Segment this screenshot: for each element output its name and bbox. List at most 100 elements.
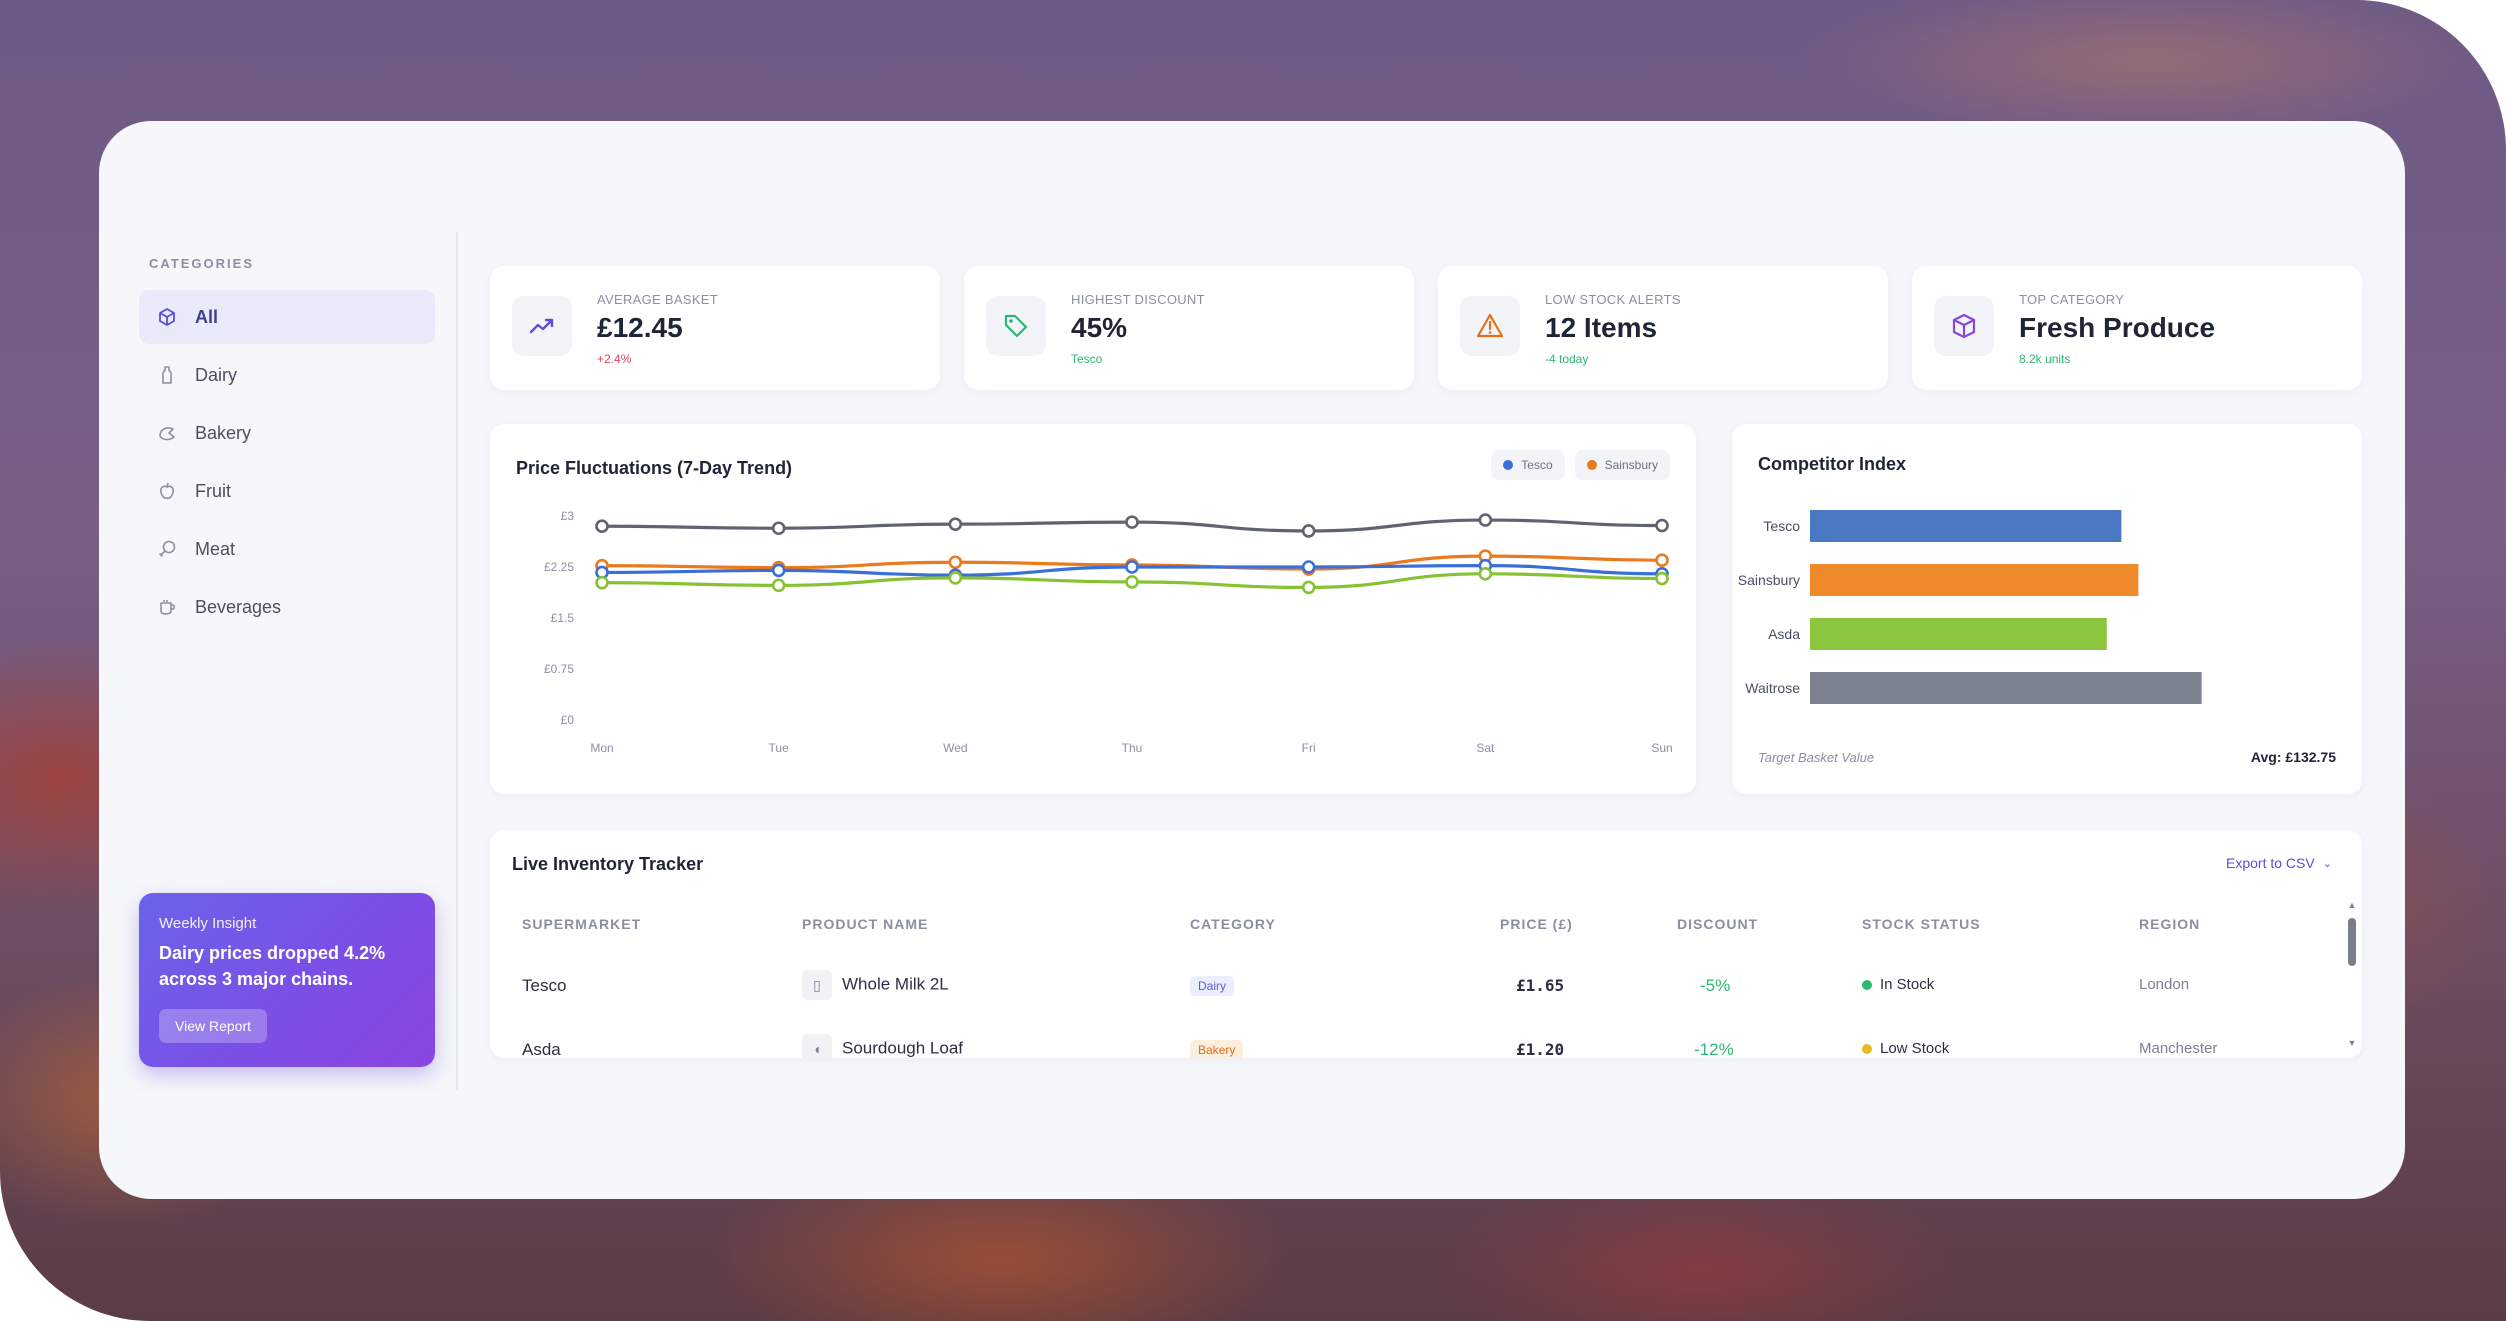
categories-title: CATEGORIES [149, 256, 254, 271]
data-point[interactable] [1301, 580, 1316, 595]
scroll-thumb[interactable] [2348, 918, 2356, 966]
insight-message: Dairy prices dropped 4.2% across 3 major… [159, 943, 386, 989]
data-point[interactable] [771, 521, 786, 536]
sidebar-item-label: All [195, 306, 219, 327]
cell-price: £1.20 [1516, 1040, 1565, 1058]
kpi-label: LOW STOCK ALERTS [1545, 292, 1681, 307]
column-header-stock-status[interactable]: STOCK STATUS [1862, 916, 1981, 932]
data-point[interactable] [1125, 560, 1139, 574]
trend-up-icon [512, 296, 572, 356]
competitor-footer-label: Target Basket Value [1758, 750, 1875, 765]
competitor-average: Avg: £132.75 [2250, 749, 2336, 765]
x-tick-label: Sat [1476, 741, 1495, 755]
sidebar-item-beverages[interactable]: Beverages [139, 580, 435, 634]
sidebar-item-label: Dairy [195, 364, 238, 385]
milk-bottle-icon [155, 363, 179, 387]
scroll-up-arrow[interactable]: ▲ [2347, 900, 2357, 910]
competitor-title: Competitor Index [1758, 454, 1907, 474]
price-chart-card: Price Fluctuations (7-Day Trend) Tesco S… [490, 424, 1696, 794]
competitor-bar[interactable] [1810, 510, 2122, 542]
status-dot [1862, 1044, 1872, 1055]
column-header-discount[interactable]: DISCOUNT [1677, 916, 1759, 932]
data-point[interactable] [595, 519, 609, 533]
box-icon [1934, 296, 1994, 356]
data-point[interactable] [1655, 571, 1669, 586]
x-tick-label: Fri [1302, 741, 1316, 755]
status-label: Low Stock [1880, 1040, 1950, 1057]
cell-product-name: Sourdough Loaf [842, 1038, 963, 1058]
cup-icon [155, 595, 179, 619]
cell-product: ▯ Whole Milk 2L [802, 970, 949, 1000]
cell-product: ◖ Sourdough Loaf [802, 1034, 963, 1058]
y-tick-label: £0 [561, 713, 575, 727]
kpi-value: Fresh Produce [2019, 312, 2216, 343]
column-header-product[interactable]: PRODUCT NAME [802, 916, 929, 932]
tag-icon [986, 296, 1046, 356]
kpi-sub: -4 today [1545, 352, 1589, 366]
column-header-supermarket[interactable]: SUPERMARKET [522, 916, 642, 932]
data-point[interactable] [595, 575, 609, 590]
data-point[interactable] [1301, 560, 1316, 574]
croissant-icon: ◖ [802, 1034, 832, 1058]
kpi-card-top-category: TOP CATEGORY Fresh Produce 8.2k units [1912, 266, 2362, 390]
cell-region: London [2139, 976, 2190, 993]
x-tick-label: Mon [590, 741, 613, 755]
sidebar-item-meat[interactable]: Meat [139, 522, 435, 576]
column-header-region[interactable]: REGION [2139, 916, 2201, 932]
milk-bottle-icon: ▯ [802, 970, 832, 1000]
export-csv-label: Export to CSV [2226, 855, 2315, 871]
cell-product-name: Whole Milk 2L [842, 974, 949, 994]
data-point[interactable] [1125, 515, 1139, 529]
warning-icon [1460, 296, 1520, 356]
sidebar-item-dairy[interactable]: Dairy [139, 348, 435, 402]
cell-status: In Stock [1862, 976, 1934, 993]
competitor-bar-label: Waitrose [1745, 680, 1800, 696]
data-point[interactable] [1478, 567, 1493, 581]
kpi-value: £12.45 [597, 312, 683, 343]
export-csv-button[interactable]: Export to CSV ⌄ [2226, 855, 2332, 871]
sidebar-item-label: Meat [195, 538, 236, 559]
data-point[interactable] [948, 571, 963, 585]
kpi-value: 12 Items [1545, 312, 1658, 343]
column-header-category[interactable]: CATEGORY [1190, 916, 1276, 932]
price-chart-title: Price Fluctuations (7-Day Trend) [516, 458, 793, 478]
data-point[interactable] [1655, 518, 1669, 533]
scroll-down-arrow[interactable]: ▼ [2347, 1038, 2357, 1048]
data-point[interactable] [1478, 513, 1493, 527]
y-tick-label: £3 [561, 509, 575, 523]
sidebar-item-all[interactable]: All [139, 290, 435, 344]
cell-supermarket: Asda [522, 1040, 561, 1058]
column-header-price[interactable]: PRICE (£) [1500, 916, 1573, 932]
data-point[interactable] [771, 578, 786, 593]
sidebar-item-label: Fruit [195, 480, 231, 501]
sidebar-item-fruit[interactable]: Fruit [139, 464, 435, 518]
status-label: In Stock [1880, 976, 1935, 993]
competitor-bar[interactable] [1810, 672, 2202, 704]
legend-tesco[interactable]: Tesco [1491, 450, 1565, 480]
x-tick-label: Wed [943, 741, 967, 755]
competitor-bar-chart [1810, 510, 2202, 704]
competitor-bar-label: Asda [1768, 626, 1800, 642]
kpi-value: 45% [1071, 312, 1128, 343]
legend-sainsbury[interactable]: Sainsbury [1574, 450, 1670, 480]
competitor-bar[interactable] [1810, 618, 2107, 650]
data-point[interactable] [948, 555, 963, 570]
kpi-label: TOP CATEGORY [2019, 292, 2125, 307]
kpi-card-average-basket: AVERAGE BASKET £12.45 +2.4% [490, 266, 940, 390]
sidebar-item-bakery[interactable]: Bakery [139, 406, 435, 460]
y-tick-label: £2.25 [544, 560, 574, 574]
table-scrollbar[interactable]: ▲ ▼ [2346, 900, 2358, 1056]
data-point[interactable] [1655, 553, 1669, 567]
competitor-bar[interactable] [1810, 564, 2139, 596]
data-point[interactable] [1125, 575, 1139, 589]
x-tick-label: Thu [1122, 741, 1143, 755]
view-report-button[interactable]: View Report [159, 1009, 268, 1043]
data-point[interactable] [771, 563, 786, 578]
croissant-icon [155, 421, 179, 445]
kpi-card-highest-discount: HIGHEST DISCOUNT 45% Tesco [964, 266, 1414, 390]
cell-region: Manchester [2139, 1040, 2218, 1057]
kpi-label: AVERAGE BASKET [597, 292, 718, 307]
data-point[interactable] [948, 517, 963, 531]
data-point[interactable] [1301, 524, 1316, 538]
competitor-bar-label: Sainsbury [1737, 572, 1800, 588]
